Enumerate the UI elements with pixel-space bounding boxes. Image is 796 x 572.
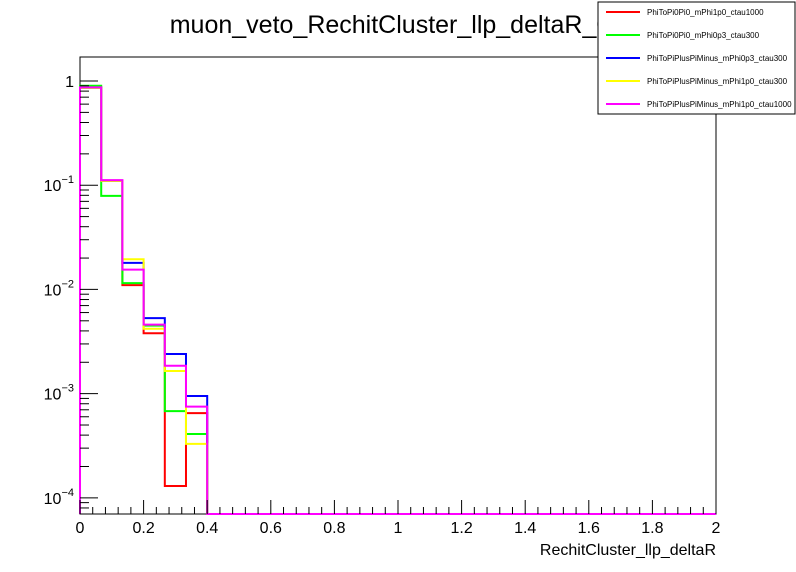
x-tick-label: 1.2 [450, 520, 472, 537]
x-tick-label: 2 [712, 520, 721, 537]
y-tick-label: 10−2 [44, 278, 74, 299]
y-tick-label: 1 [65, 74, 74, 91]
y-tick-exponent: −1 [61, 174, 74, 186]
y-tick-label: 10−1 [44, 174, 74, 195]
series-layer [79, 84, 716, 515]
y-tick-label: 10−4 [44, 487, 74, 508]
x-tick-label: 1.8 [641, 520, 663, 537]
legend-entry: PhiToPiPlusPiMinus_mPhi1p0_ctau1000 [606, 100, 792, 109]
x-tick-label: 0 [76, 520, 85, 537]
x-axis: 0 0.2 0.4 0.6 0.8 1 1.2 1.4 1.6 1.8 2 [76, 500, 721, 537]
y-tick-base: 10 [44, 178, 62, 195]
plot-area: 0 0.2 0.4 0.6 0.8 1 1.2 1.4 1.6 1.8 2 110−110−210−… [44, 56, 721, 537]
y-tick-base: 10 [44, 491, 62, 508]
x-tick-label: 1.6 [578, 520, 600, 537]
x-tick-label: 0.6 [260, 520, 282, 537]
y-tick-base: 10 [44, 387, 62, 404]
y-tick-base: 10 [44, 282, 62, 299]
legend-entries: PhiToPi0Pi0_mPhi1p0_ctau1000 PhiToPi0Pi0_… [606, 8, 792, 109]
legend-entry: PhiToPiPlusPiMinus_mPhi0p3_ctau300 [606, 54, 788, 63]
y-tick-label: 10−3 [44, 383, 74, 404]
y-tick-exponent: −4 [61, 487, 74, 499]
legend-label: PhiToPiPlusPiMinus_mPhi0p3_ctau300 [647, 54, 788, 63]
x-tick-label: 1 [394, 520, 403, 537]
y-tick-base: 1 [65, 74, 74, 91]
x-axis-label: RechitCluster_llp_deltaR [540, 542, 716, 559]
legend-entry: PhiToPi0Pi0_mPhi0p3_ctau300 [606, 31, 760, 40]
y-tick-exponent: −3 [61, 383, 74, 395]
x-tick-label: 0.2 [132, 520, 154, 537]
chart-title: muon_veto_RechitCluster_llp_deltaR_0 [170, 11, 611, 39]
series-line-5 [79, 86, 716, 515]
x-tick-label: 0.8 [323, 520, 345, 537]
legend-entry: PhiToPi0Pi0_mPhi1p0_ctau1000 [606, 8, 764, 17]
legend-label: PhiToPi0Pi0_mPhi0p3_ctau300 [647, 31, 760, 40]
legend-entry: PhiToPiPlusPiMinus_mPhi1p0_ctau300 [606, 77, 788, 86]
legend-label: PhiToPiPlusPiMinus_mPhi1p0_ctau300 [647, 77, 788, 86]
legend: PhiToPi0Pi0_mPhi1p0_ctau1000 PhiToPi0Pi0_… [597, 1, 796, 115]
legend-label: PhiToPiPlusPiMinus_mPhi1p0_ctau1000 [647, 100, 792, 109]
y-tick-exponent: −2 [61, 278, 74, 290]
x-tick-label: 0.4 [196, 520, 218, 537]
legend-label: PhiToPi0Pi0_mPhi1p0_ctau1000 [647, 8, 764, 17]
y-axis: 110−110−210−310−4 [44, 74, 98, 515]
x-tick-label: 1.4 [514, 520, 536, 537]
